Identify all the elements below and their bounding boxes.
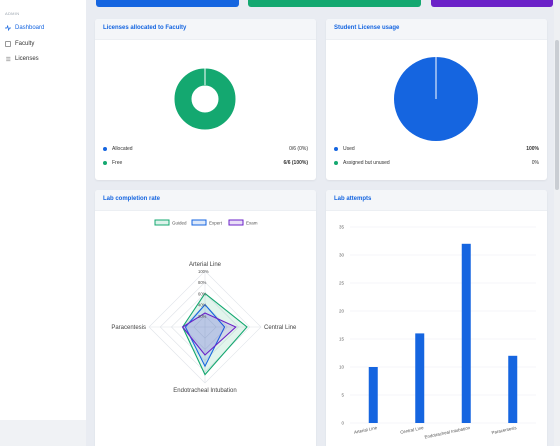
radar-tick-label: 60% xyxy=(198,291,207,296)
stat-card-purple[interactable] xyxy=(431,0,553,7)
bar-x-tick-label: Paracentesis xyxy=(491,425,518,435)
radar-axis-label: Arterial Line xyxy=(189,262,222,268)
legend-swatch xyxy=(191,219,207,226)
lab-completion-card: Lab completion rate 20% 40% 60% 80% 100% Arte… xyxy=(95,190,316,446)
stat-card-blue[interactable] xyxy=(96,0,239,7)
legend-row-unused: Assigned but unused 0% xyxy=(334,160,539,166)
legend-label: Free xyxy=(112,160,123,166)
card-header xyxy=(326,19,547,40)
legend-row-free: Free 6/6 (100%) xyxy=(103,160,308,166)
card-header xyxy=(95,19,316,40)
legend-value: 100% xyxy=(526,146,539,152)
bar-y-tick-label: 0 xyxy=(341,421,344,426)
list-icon xyxy=(6,56,11,62)
sidebar-item-dashboard[interactable]: Dashboard xyxy=(5,25,44,31)
radar-axis-label: Endotracheal Intubation xyxy=(173,388,236,394)
legend-label: Exam xyxy=(246,221,258,226)
scrollbar-thumb[interactable] xyxy=(555,40,559,190)
student-licenses-card: Student License usage Used 100% Assigned… xyxy=(326,19,547,180)
sidebar: ADMIN Dashboard Faculty Licenses xyxy=(0,0,86,420)
legend-value: 0/6 (0%) xyxy=(289,146,308,152)
card-title: Licenses allocated to Faculty xyxy=(103,25,187,31)
bar-chart: 0 5 10 15 20 25 30 35 Arterial Line Central Line E… xyxy=(339,225,536,440)
radar-axis-label: Paracentesis xyxy=(111,325,146,331)
bar-3 xyxy=(508,355,518,423)
page-scrollbar[interactable] xyxy=(554,0,560,446)
legend-label: Expert xyxy=(209,221,223,226)
bar-y-tick-label: 10 xyxy=(339,365,345,370)
radar-tick-label: 80% xyxy=(198,280,207,285)
radar-tick-label: 40% xyxy=(198,303,207,308)
activity-icon xyxy=(5,25,11,31)
legend-dot xyxy=(103,161,107,165)
legend-row-used: Used 100% xyxy=(334,146,539,152)
bar-y-tick-label: 20 xyxy=(339,309,345,314)
legend-label: Assigned but unused xyxy=(343,160,390,166)
bar-1 xyxy=(415,333,425,423)
sidebar-item-label: Faculty xyxy=(15,41,35,47)
legend-dot xyxy=(334,147,338,151)
legend-value: 0% xyxy=(531,160,539,166)
legend-dot xyxy=(334,161,338,165)
bar-0 xyxy=(368,367,378,423)
bar-y-tick-label: 15 xyxy=(339,337,345,342)
student-pie-chart xyxy=(394,57,478,141)
card-title: Student License usage xyxy=(334,25,400,31)
legend-label: Guided xyxy=(172,221,187,226)
legend-label: Allocated xyxy=(112,146,133,152)
card-header xyxy=(95,190,316,211)
bar-y-tick-label: 25 xyxy=(339,281,345,286)
faculty-licenses-card: Licenses allocated to Faculty Allocated … xyxy=(95,19,316,180)
radar-tick-label: 20% xyxy=(198,314,207,319)
legend-swatch xyxy=(228,219,244,226)
bar-x-tick-label: Arterial Line xyxy=(353,425,378,435)
bar-2 xyxy=(461,243,471,423)
sidebar-item-licenses[interactable]: Licenses xyxy=(5,56,39,62)
sidebar-item-faculty[interactable]: Faculty xyxy=(5,41,34,47)
legend-dot xyxy=(103,147,107,151)
stat-card-green[interactable] xyxy=(248,0,421,7)
radar-chart: 20% 40% 60% 80% 100%Arterial Line Central Lin… xyxy=(111,219,297,394)
radar-tick-label: 100% xyxy=(198,269,209,274)
card-header xyxy=(326,190,547,211)
legend-swatch xyxy=(154,219,170,226)
sidebar-item-label: Dashboard xyxy=(15,25,45,31)
lab-attempts-card: Lab attempts 0 5 10 15 20 25 30 35 Arterial Line… xyxy=(326,190,547,446)
bar-y-tick-label: 30 xyxy=(339,253,345,258)
bar-x-tick-label: Endotracheal Intubation xyxy=(424,425,471,440)
square-icon xyxy=(5,41,11,47)
faculty-donut-chart xyxy=(174,68,236,130)
legend-row-allocated: Allocated 0/6 (0%) xyxy=(103,146,308,152)
sidebar-section-label: ADMIN xyxy=(5,11,20,16)
legend-value: 6/6 (100%) xyxy=(283,160,308,166)
radar-series-exam xyxy=(181,312,237,356)
card-title: Lab completion rate xyxy=(103,196,161,202)
sidebar-item-label: Licenses xyxy=(15,56,39,62)
card-title: Lab attempts xyxy=(334,196,372,202)
bar-y-tick-label: 5 xyxy=(341,393,344,398)
legend-label: Used xyxy=(343,146,355,152)
bar-y-tick-label: 35 xyxy=(339,225,345,230)
bar-x-tick-label: Central Line xyxy=(400,425,425,435)
sidebar-footer xyxy=(0,420,86,446)
radar-axis-label: Central Line xyxy=(264,325,297,331)
